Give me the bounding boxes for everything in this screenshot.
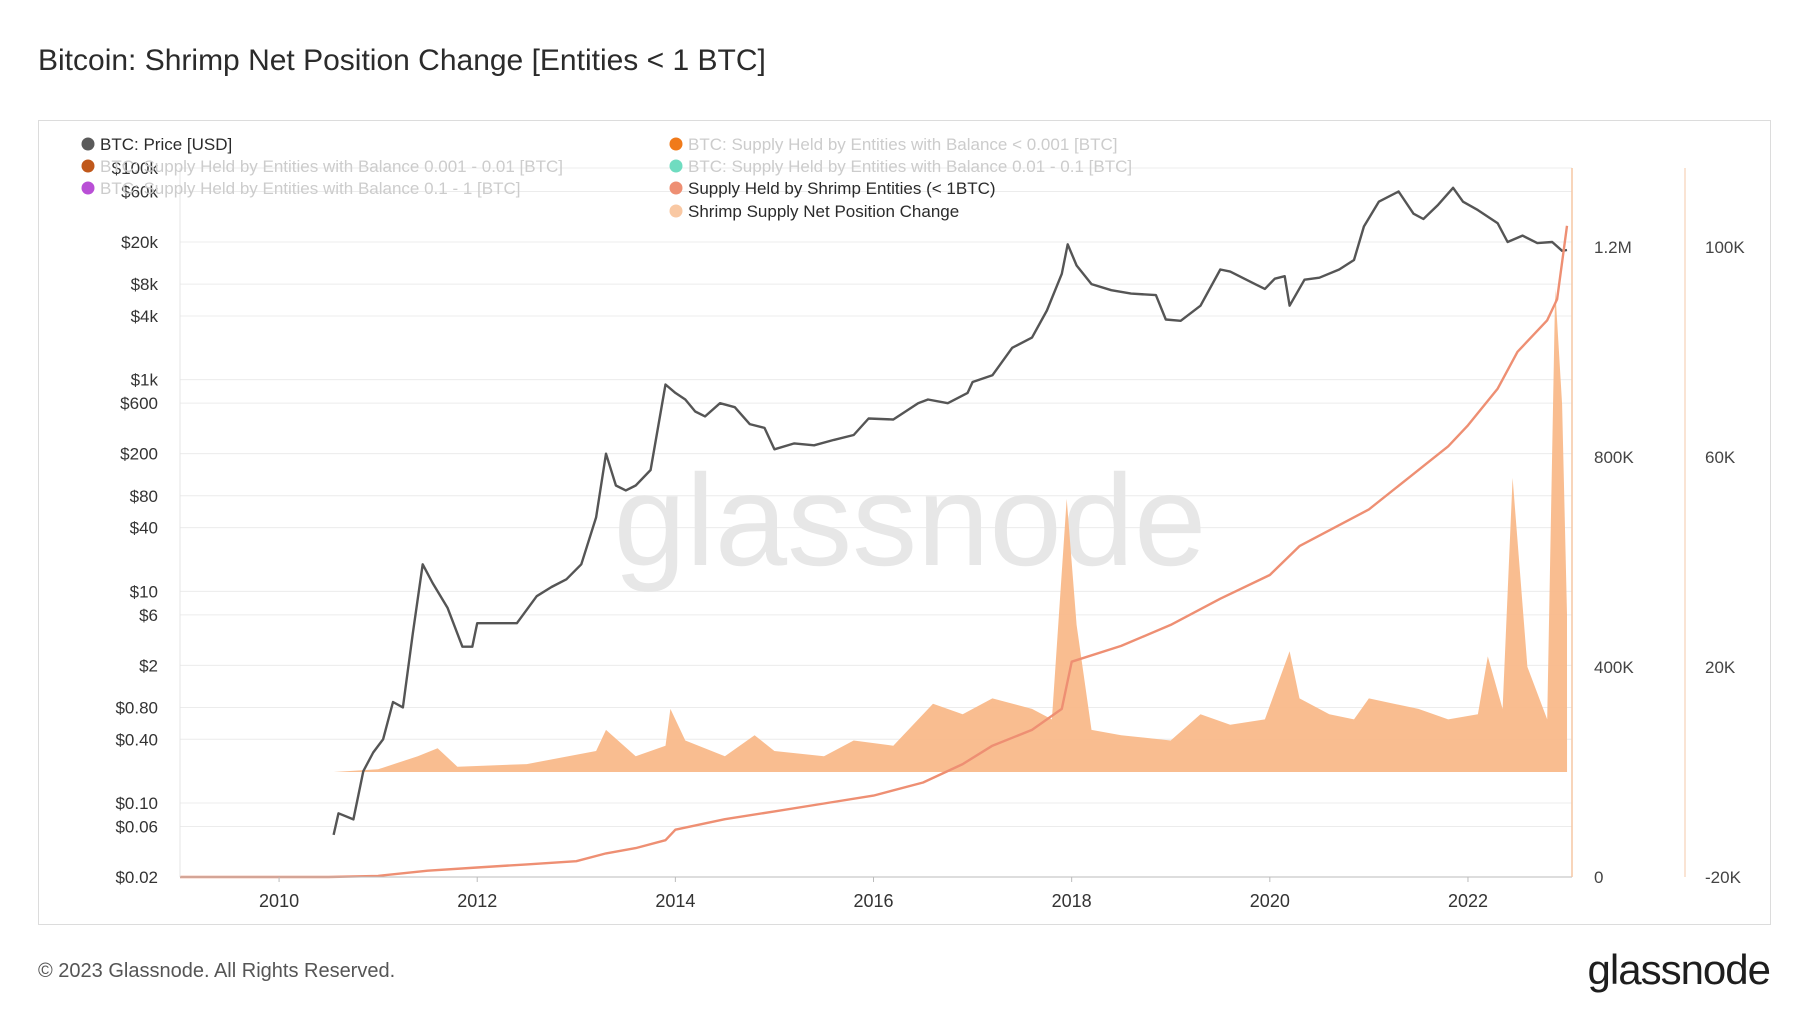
watermark: glassnode xyxy=(614,447,1207,593)
shrimp-supply-line xyxy=(180,225,1569,879)
x-tick-label: 2010 xyxy=(259,891,299,911)
legend-label[interactable]: BTC: Supply Held by Entities with Balanc… xyxy=(688,157,1132,176)
legend-label[interactable]: Shrimp Supply Net Position Change xyxy=(688,202,959,221)
x-tick-label: 2012 xyxy=(457,891,497,911)
axis-group: $100k $60k $20k $8k $4k $1k $600 $200 $80 $40 $10 $… xyxy=(112,159,1746,911)
y-left-tick-label: $1k xyxy=(131,371,159,390)
y-left-tick-label: $20k xyxy=(121,233,158,252)
legend: BTC: Price [USD] BTC: Supply Held by Enti… xyxy=(81,135,1132,221)
y-left-tick-label: $0.80 xyxy=(115,698,158,717)
y-left-tick-label: $4k xyxy=(131,307,159,326)
legend-marker[interactable] xyxy=(81,137,95,151)
legend-marker[interactable] xyxy=(81,181,95,195)
net-position-area xyxy=(333,288,1568,772)
y-left-tick-label: $8k xyxy=(131,275,159,294)
legend-marker[interactable] xyxy=(669,204,683,218)
btc-price-line xyxy=(332,186,1568,836)
y-left-tick-label: $600 xyxy=(120,394,158,413)
y-left-tick-label: $80 xyxy=(130,487,158,506)
y-right2-tick-label: 100K xyxy=(1705,238,1745,257)
page-title: Bitcoin: Shrimp Net Position Change [Ent… xyxy=(38,44,766,77)
series-lines-group xyxy=(180,186,1569,879)
y-left-tick-label: $60k xyxy=(121,182,158,201)
brand-logo: glassnode xyxy=(1587,946,1771,993)
legend-label[interactable]: BTC: Supply Held by Entities with Balanc… xyxy=(688,135,1117,154)
y-left-tick-label: $100k xyxy=(112,159,159,178)
legend-label[interactable]: Supply Held by Shrimp Entities (< 1BTC) xyxy=(688,179,996,198)
y-right2-tick-label: 20K xyxy=(1705,658,1736,677)
legend-label[interactable]: BTC: Supply Held by Entities with Balanc… xyxy=(100,179,520,198)
y-right1-tick-label: 800K xyxy=(1594,448,1634,467)
y-left-tick-label: $0.40 xyxy=(115,730,158,749)
y-left-tick-label: $0.06 xyxy=(115,818,158,837)
y-left-tick-label: $10 xyxy=(130,582,158,601)
y-right1-tick-label: 0 xyxy=(1594,868,1603,887)
legend-label[interactable]: BTC: Price [USD] xyxy=(100,135,232,154)
x-tick-label: 2016 xyxy=(853,891,893,911)
legend-marker[interactable] xyxy=(669,159,683,173)
x-tick-label: 2014 xyxy=(655,891,695,911)
copyright-footer: © 2023 Glassnode. All Rights Reserved. xyxy=(38,960,396,982)
legend-marker[interactable] xyxy=(669,137,683,151)
y-left-tick-label: $0.02 xyxy=(115,868,158,887)
x-tick-label: 2018 xyxy=(1052,891,1092,911)
y-right2-tick-label: 60K xyxy=(1705,448,1736,467)
y-left-tick-label: $40 xyxy=(130,519,158,538)
y-left-tick-label: $2 xyxy=(139,656,158,675)
legend-marker[interactable] xyxy=(81,159,95,173)
y-left-tick-label: $0.10 xyxy=(115,794,158,813)
x-tick-label: 2020 xyxy=(1250,891,1290,911)
y-right2-tick-label: -20K xyxy=(1705,868,1742,887)
x-tick-label: 2022 xyxy=(1448,891,1488,911)
y-right1-tick-label: 1.2M xyxy=(1594,238,1632,257)
chart-frame xyxy=(38,120,1771,925)
y-right1-tick-label: 400K xyxy=(1594,658,1634,677)
y-left-tick-label: $6 xyxy=(139,606,158,625)
y-left-tick-label: $200 xyxy=(120,445,158,464)
legend-label[interactable]: BTC: Supply Held by Entities with Balanc… xyxy=(100,157,563,176)
legend-marker[interactable] xyxy=(669,181,683,195)
net-position-area-group xyxy=(333,288,1568,772)
